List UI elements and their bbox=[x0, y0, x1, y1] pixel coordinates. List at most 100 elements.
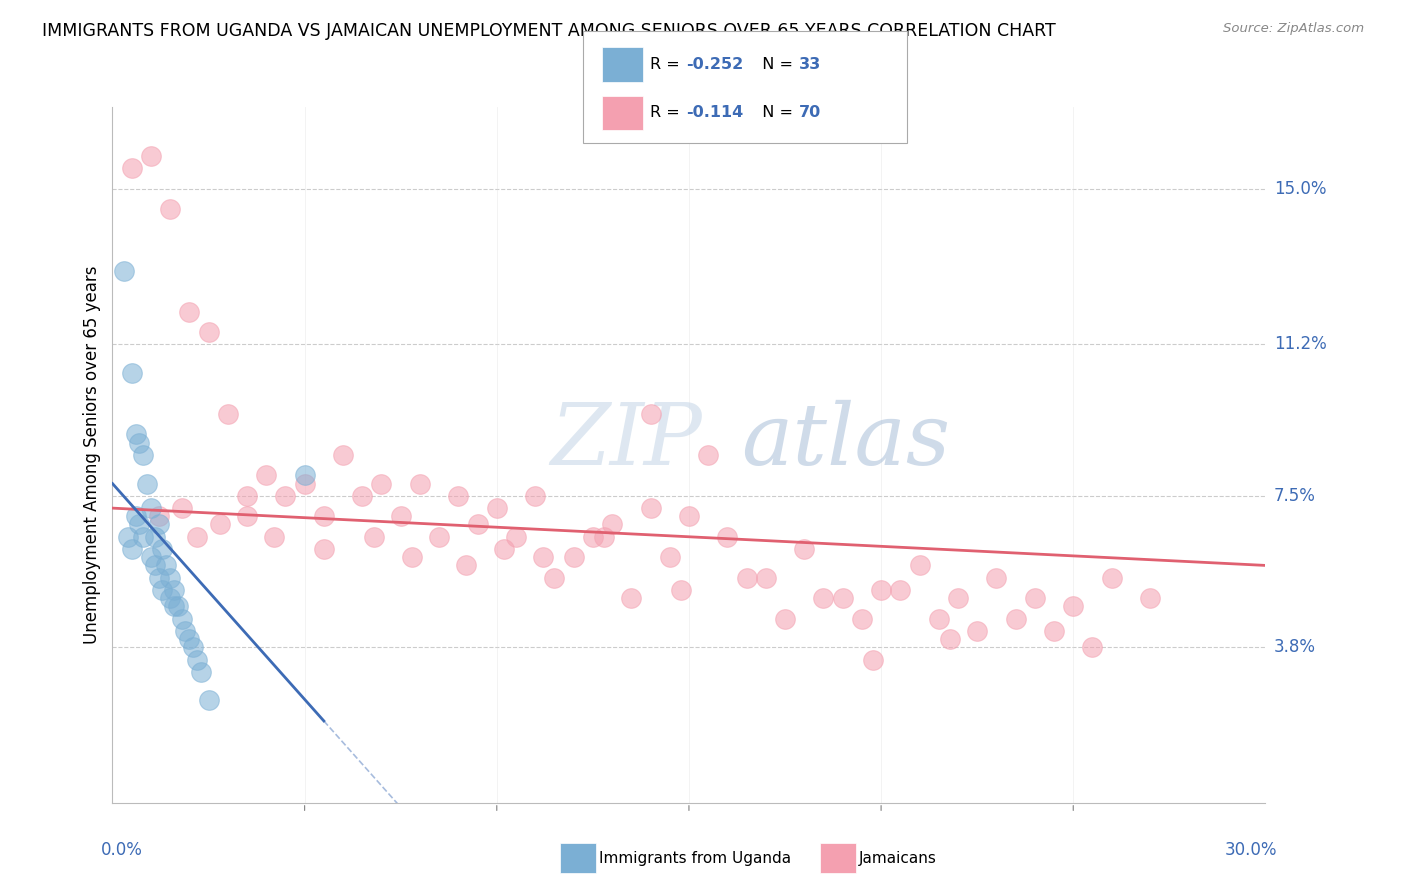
Point bbox=[908, 558, 931, 573]
Point bbox=[363, 530, 385, 544]
Point bbox=[640, 407, 662, 421]
Point bbox=[773, 612, 796, 626]
Point bbox=[678, 509, 700, 524]
Point bbox=[813, 591, 835, 606]
Point bbox=[155, 558, 177, 573]
Point bbox=[524, 489, 547, 503]
Point bbox=[1004, 612, 1026, 626]
Text: 30.0%: 30.0% bbox=[1225, 841, 1277, 859]
Point bbox=[170, 501, 193, 516]
Point bbox=[352, 489, 374, 503]
Text: atlas: atlas bbox=[741, 400, 950, 483]
Point bbox=[312, 509, 335, 524]
Point bbox=[197, 325, 219, 339]
Point bbox=[312, 542, 335, 557]
Point bbox=[658, 550, 681, 565]
Point bbox=[186, 652, 208, 666]
Text: 7.5%: 7.5% bbox=[1274, 487, 1316, 505]
Point bbox=[582, 530, 605, 544]
Point bbox=[531, 550, 554, 565]
Text: -0.252: -0.252 bbox=[686, 57, 744, 72]
Point bbox=[236, 509, 259, 524]
Point bbox=[117, 530, 139, 544]
Point bbox=[735, 571, 758, 585]
Text: IMMIGRANTS FROM UGANDA VS JAMAICAN UNEMPLOYMENT AMONG SENIORS OVER 65 YEARS CORR: IMMIGRANTS FROM UGANDA VS JAMAICAN UNEMP… bbox=[42, 22, 1056, 40]
Point bbox=[152, 542, 174, 557]
Point bbox=[620, 591, 643, 606]
Point bbox=[121, 366, 143, 380]
Point bbox=[593, 530, 616, 544]
Point bbox=[132, 530, 155, 544]
Text: Source: ZipAtlas.com: Source: ZipAtlas.com bbox=[1223, 22, 1364, 36]
Point bbox=[136, 476, 159, 491]
Text: R =: R = bbox=[650, 57, 685, 72]
Text: 11.2%: 11.2% bbox=[1274, 335, 1326, 353]
Text: Immigrants from Uganda: Immigrants from Uganda bbox=[599, 851, 792, 865]
Point bbox=[755, 571, 778, 585]
Point bbox=[793, 542, 815, 557]
Point bbox=[1043, 624, 1066, 638]
Point bbox=[148, 509, 170, 524]
Point bbox=[148, 571, 170, 585]
Text: 70: 70 bbox=[799, 105, 821, 120]
Point bbox=[562, 550, 585, 565]
Point bbox=[209, 517, 232, 532]
Point bbox=[1081, 640, 1104, 655]
Point bbox=[143, 530, 166, 544]
Point bbox=[454, 558, 477, 573]
Point bbox=[132, 448, 155, 462]
Point bbox=[179, 632, 201, 646]
Point bbox=[716, 530, 738, 544]
Point bbox=[986, 571, 1008, 585]
Point bbox=[236, 489, 259, 503]
Point bbox=[946, 591, 969, 606]
Point bbox=[889, 582, 911, 597]
Point bbox=[159, 591, 181, 606]
Point bbox=[1101, 571, 1123, 585]
Text: 0.0%: 0.0% bbox=[101, 841, 143, 859]
Point bbox=[143, 558, 166, 573]
Point bbox=[163, 582, 186, 597]
Point bbox=[274, 489, 297, 503]
Point bbox=[139, 501, 162, 516]
Point bbox=[139, 550, 162, 565]
Point bbox=[332, 448, 354, 462]
Point bbox=[697, 448, 720, 462]
Point bbox=[1024, 591, 1046, 606]
Point bbox=[128, 435, 150, 450]
Point bbox=[170, 612, 193, 626]
Point bbox=[966, 624, 988, 638]
Point bbox=[409, 476, 432, 491]
Text: N =: N = bbox=[752, 57, 799, 72]
Text: Jamaicans: Jamaicans bbox=[859, 851, 936, 865]
Point bbox=[190, 665, 212, 679]
Point bbox=[505, 530, 527, 544]
Point bbox=[166, 599, 188, 614]
Point bbox=[640, 501, 662, 516]
Point bbox=[121, 161, 143, 176]
Point bbox=[1062, 599, 1084, 614]
Point bbox=[124, 509, 146, 524]
Point bbox=[494, 542, 516, 557]
Y-axis label: Unemployment Among Seniors over 65 years: Unemployment Among Seniors over 65 years bbox=[83, 266, 101, 644]
Point bbox=[851, 612, 873, 626]
Text: -0.114: -0.114 bbox=[686, 105, 744, 120]
Text: 33: 33 bbox=[799, 57, 821, 72]
Point bbox=[427, 530, 450, 544]
Point bbox=[485, 501, 508, 516]
Point bbox=[139, 149, 162, 163]
Point bbox=[186, 530, 208, 544]
Point bbox=[152, 582, 174, 597]
Point bbox=[370, 476, 392, 491]
Point bbox=[217, 407, 239, 421]
Point bbox=[254, 468, 277, 483]
Text: N =: N = bbox=[752, 105, 799, 120]
Point bbox=[294, 468, 316, 483]
Point bbox=[870, 582, 893, 597]
Point bbox=[467, 517, 489, 532]
Point bbox=[179, 304, 201, 318]
Point bbox=[124, 427, 146, 442]
Point bbox=[831, 591, 853, 606]
Text: R =: R = bbox=[650, 105, 685, 120]
Point bbox=[112, 264, 135, 278]
